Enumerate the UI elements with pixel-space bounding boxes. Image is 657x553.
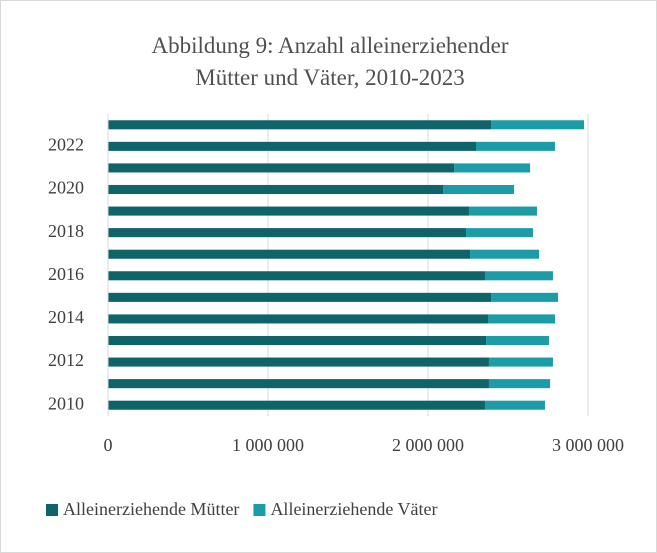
bar — [486, 335, 549, 346]
bar — [468, 206, 537, 216]
bar — [108, 379, 489, 389]
y-tick-label: 2016 — [48, 264, 84, 284]
bar — [108, 357, 489, 367]
x-tick-label: 0 — [104, 435, 113, 455]
y-tick-label: 2012 — [48, 350, 84, 370]
legend-swatch — [46, 504, 58, 516]
chart-title: Abbildung 9: Anzahl alleinerziehender Müt… — [151, 33, 508, 90]
legend-label: Alleinerziehende Mütter — [63, 499, 239, 519]
x-tick-label: 1 000 000 — [232, 435, 304, 455]
bar — [108, 292, 492, 302]
bar — [491, 292, 559, 302]
bar — [108, 400, 485, 410]
bar — [108, 335, 487, 346]
bar — [470, 249, 540, 259]
bar — [484, 400, 545, 410]
bar — [108, 120, 492, 130]
bar — [488, 379, 551, 389]
legend-label: Alleinerziehende Väter — [270, 499, 437, 519]
bar — [108, 141, 476, 151]
bar — [443, 184, 515, 195]
bar — [108, 206, 469, 216]
bar — [108, 271, 485, 281]
bar — [108, 228, 467, 238]
bar — [484, 271, 553, 281]
bar — [108, 249, 471, 259]
y-tick-label: 2014 — [48, 307, 84, 327]
bar — [491, 120, 584, 130]
y-tick-label: 2010 — [48, 393, 84, 413]
bar — [108, 314, 488, 324]
x-tick-label: 3 000 000 — [552, 435, 624, 455]
bar — [488, 314, 556, 324]
bar — [108, 163, 455, 173]
y-tick-label: 2020 — [48, 178, 84, 198]
x-tick-label: 2 000 000 — [392, 435, 464, 455]
y-tick-label: 2018 — [48, 221, 84, 241]
bar — [476, 141, 556, 151]
bar — [466, 228, 533, 238]
bar — [488, 357, 553, 367]
bar — [454, 163, 531, 173]
y-tick-label: 2022 — [48, 134, 84, 154]
legend-swatch — [253, 504, 266, 516]
bar — [108, 184, 444, 195]
